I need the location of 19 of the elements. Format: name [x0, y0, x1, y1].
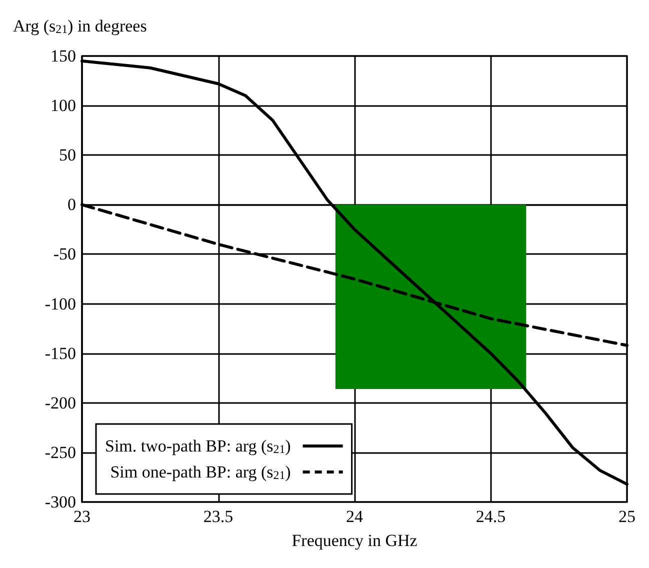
y-tick-label: 50	[59, 146, 76, 165]
x-tick-label: 24	[346, 507, 364, 526]
y-tick-label: -300	[44, 492, 76, 512]
y-axis-title: Arg (s21) in degrees	[13, 16, 147, 36]
legend-label: Sim. two-path BP: arg (s21)	[105, 436, 291, 456]
y-tick-label: -100	[44, 294, 76, 314]
y-tick-label: 0	[68, 195, 76, 214]
y-tick-label: -150	[44, 344, 76, 363]
x-tick-label: 23.5	[203, 507, 234, 526]
x-axis-title: Frequency in GHz	[292, 531, 418, 550]
y-tick-label: -50	[53, 244, 76, 264]
legend-label: Sim one-path BP: arg (s21)	[110, 462, 291, 482]
x-tick-label: 23	[74, 507, 90, 526]
x-tick-label: 24.5	[476, 507, 506, 526]
y-tick-label: 100	[50, 96, 76, 116]
y-tick-label: -250	[44, 442, 76, 462]
y-tick-label: 150	[50, 46, 76, 66]
y-tick-label: -200	[44, 393, 76, 412]
x-tick-label: 25	[618, 507, 636, 526]
